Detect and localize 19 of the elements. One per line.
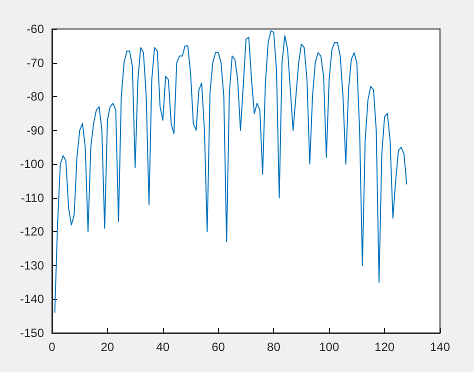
x-tick-label: 140 — [430, 340, 450, 354]
x-tick-label: 60 — [212, 340, 226, 354]
y-tick-label: -80 — [26, 90, 44, 104]
x-tick-label: 100 — [319, 340, 340, 354]
y-tick-label: -140 — [20, 292, 44, 306]
y-tick-label: -90 — [26, 123, 44, 138]
x-tick-label: 0 — [48, 340, 56, 354]
y-tick-label: -150 — [20, 326, 44, 340]
y-tick-label: -60 — [26, 22, 44, 36]
y-tick-label: -120 — [20, 224, 44, 239]
y-tick-label: -70 — [26, 56, 44, 70]
x-tick-label: 40 — [156, 340, 170, 354]
x-tick-label: 20 — [100, 340, 114, 354]
line-series — [54, 30, 408, 314]
y-tick-label: -100 — [20, 157, 44, 172]
x-tick-label: 120 — [374, 340, 395, 354]
y-tick-label: -110 — [20, 190, 44, 205]
x-tick-label: 80 — [267, 340, 281, 354]
y-tick-label: -130 — [20, 258, 44, 272]
